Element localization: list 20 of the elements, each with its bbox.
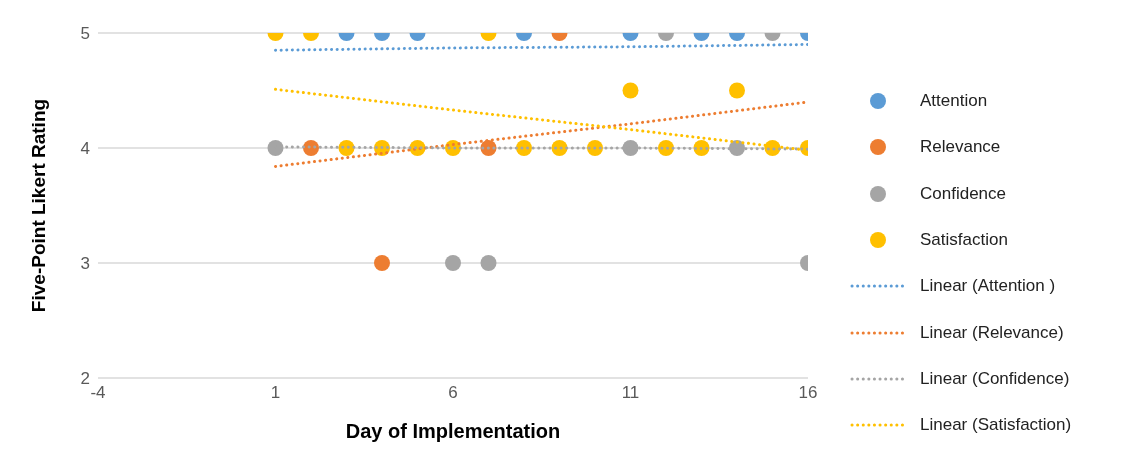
x-tick-label: 11 [621,383,640,403]
y-tick-label: 4 [80,139,90,159]
x-axis-title: Day of Implementation [345,420,561,442]
y-tick-label: 2 [80,369,90,389]
y-axis-title: Five-Point Likert Rating [27,98,49,313]
x-tick-label: -4 [90,383,106,403]
legend-label: Satisfaction [920,230,1008,251]
y-tick-label: 5 [80,24,90,44]
legend-label: Linear (Confidence) [920,368,1070,389]
y-tick-label: 3 [80,254,90,274]
legend-label: Relevance [920,137,1001,158]
x-tick-label: 6 [448,383,458,403]
x-tick-label: 16 [798,383,818,403]
legend-label: Attention [920,91,988,112]
legend-label: Confidence [920,183,1007,204]
line-series [274,100,808,168]
x-tick-label: 1 [270,383,281,403]
legend-label: Linear (Relevance) [920,322,1064,343]
legend-label: Linear (Satisfaction) [920,415,1072,436]
legend-label: Linear (Attention ) [920,276,1056,297]
